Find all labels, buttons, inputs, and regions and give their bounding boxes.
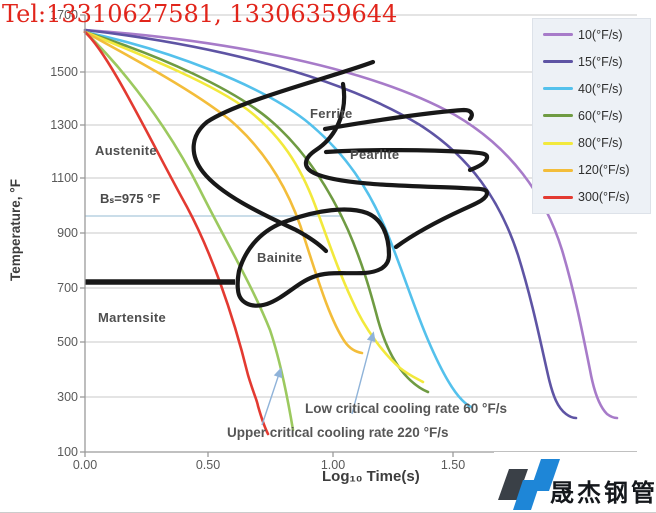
- legend-label: 40(°F/s): [578, 81, 623, 96]
- cooling-curve-80: [83, 30, 425, 384]
- legend-label: 80(°F/s): [578, 136, 623, 151]
- legend-label: 120(°F/s): [578, 163, 630, 178]
- legend-item: 40(°F/s): [543, 82, 646, 96]
- cooling-curve-10: [83, 28, 619, 420]
- x-axis-title: Log₁₀ Time(s): [322, 468, 420, 485]
- annotation-arrow: [261, 373, 280, 426]
- watermark-phone-text: Tel:13310627581, 13306359644: [2, 0, 398, 28]
- boundary-pearlite-loop: [303, 81, 490, 250]
- legend-swatch: [543, 168, 573, 172]
- legend-label: 10(°F/s): [578, 27, 623, 42]
- legend-item: 60(°F/s): [543, 109, 646, 123]
- cooling-curve-15: [83, 28, 578, 420]
- legend-item: 10(°F/s): [543, 28, 646, 42]
- cooling-curve-120: [83, 30, 364, 355]
- legend-item: 300(°F/s): [543, 190, 646, 204]
- legend-item: 120(°F/s): [543, 163, 646, 177]
- annotation-arrowhead: [273, 367, 283, 379]
- cooling-curve-300: [83, 30, 270, 436]
- legend-label: 300(°F/s): [578, 190, 630, 205]
- logo-dark-parallelogram: [498, 469, 528, 500]
- company-logo: 晟杰钢管: [494, 452, 656, 512]
- legend-swatch: [543, 33, 573, 37]
- legend-label: 15(°F/s): [578, 54, 623, 69]
- logo-mark: [498, 459, 560, 510]
- boundary-ferrite-finish: [322, 107, 474, 132]
- cooling-curve-60: [83, 30, 430, 394]
- annotation-arrowhead: [366, 331, 376, 343]
- legend-swatch: [543, 141, 573, 145]
- legend-swatch: [543, 60, 573, 64]
- logo-blue-parallelogram-bottom: [513, 480, 541, 510]
- legend-swatch: [543, 87, 573, 91]
- logo-company-name: 晟杰钢管: [550, 480, 656, 507]
- boundary-bainite-region: [235, 207, 392, 308]
- legend-box: 10(°F/s) 15(°F/s) 40(°F/s) 60(°F/s) 80(°F/s)…: [532, 18, 651, 214]
- y-axis-title: Temperature, °F: [8, 179, 23, 281]
- annotation-arrow: [351, 337, 373, 415]
- boundary-ferrite-start: [191, 59, 376, 254]
- legend-item: 15(°F/s): [543, 55, 646, 69]
- legend-swatch: [543, 195, 573, 199]
- legend-swatch: [543, 114, 573, 118]
- boundary-pearlite-start-arm: [323, 148, 490, 173]
- legend-item: 80(°F/s): [543, 136, 646, 150]
- legend-label: 60(°F/s): [578, 108, 623, 123]
